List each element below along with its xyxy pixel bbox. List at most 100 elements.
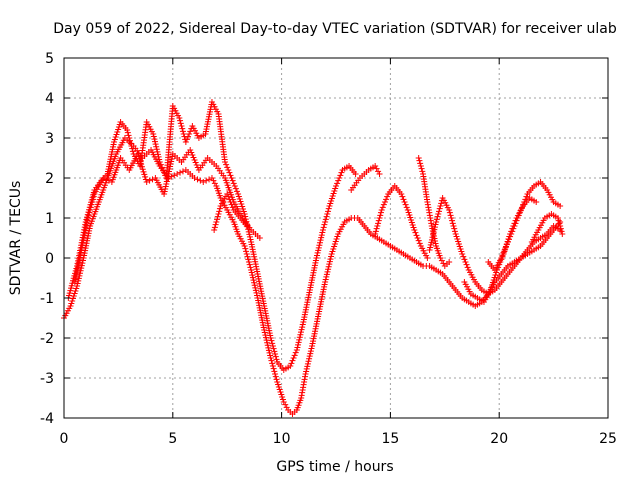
data-point	[352, 171, 359, 177]
data-point	[333, 183, 339, 189]
data-point-interp	[156, 156, 163, 163]
data-point	[256, 235, 263, 241]
data-point-interp	[253, 289, 260, 296]
data-point-interp	[323, 273, 330, 280]
data-point	[211, 227, 218, 233]
data-point-interp	[229, 177, 236, 184]
data-point	[415, 155, 422, 161]
data-point-interp	[337, 172, 344, 179]
data-point-interp	[269, 363, 276, 369]
data-point-interp	[305, 358, 312, 365]
data-point-interp	[414, 235, 421, 241]
data-point-interp	[450, 223, 457, 229]
data-point	[372, 163, 379, 169]
data-point-interp	[77, 244, 84, 251]
data-point-interp	[462, 259, 469, 265]
data-point-interp	[373, 225, 380, 232]
data-point-interp	[417, 160, 424, 167]
data-point-interp	[183, 136, 190, 143]
data-point-interp	[246, 233, 253, 240]
data-point-interp	[372, 228, 379, 235]
data-point-interp	[261, 329, 268, 336]
data-point-interp	[435, 211, 442, 217]
data-point-interp	[245, 256, 252, 263]
data-point-interp	[177, 169, 184, 176]
data-point-interp	[268, 357, 275, 364]
data-point	[224, 191, 231, 197]
data-point-interp	[307, 350, 314, 357]
data-point	[372, 231, 379, 237]
data-point-interp	[558, 228, 565, 235]
data-point-interp	[272, 373, 279, 380]
data-point-interp	[226, 196, 233, 203]
data-point-interp	[451, 225, 458, 232]
data-point-interp	[82, 221, 89, 228]
data-point-interp	[523, 193, 530, 200]
data-point-interp	[79, 237, 86, 244]
data-point-interp	[400, 196, 407, 203]
data-point-interp	[437, 203, 444, 209]
data-point-interp	[231, 183, 238, 189]
data-point	[200, 179, 207, 185]
data-point-interp	[194, 176, 201, 183]
data-series	[348, 163, 383, 193]
data-point-interp	[230, 180, 237, 187]
data-point-interp	[243, 248, 250, 255]
data-point-interp	[328, 253, 335, 260]
x-axis-label: GPS time / hours	[276, 459, 393, 475]
data-point	[241, 211, 248, 217]
data-point-interp	[127, 140, 134, 147]
data-point-interp	[225, 193, 232, 200]
data-point-interp	[152, 141, 159, 148]
data-point	[124, 127, 131, 133]
data-point-interp	[299, 321, 306, 328]
data-point	[261, 327, 268, 333]
data-point	[222, 159, 229, 165]
data-point-interp	[497, 259, 504, 265]
data-point-interp	[136, 156, 143, 163]
data-point-interp	[338, 169, 345, 176]
data-point-interp	[74, 260, 81, 267]
data-point-interp	[128, 143, 135, 149]
data-point-interp	[185, 133, 192, 140]
data-point-interp	[412, 229, 419, 236]
data-point-interp	[448, 215, 455, 221]
data-point-interp	[157, 161, 164, 168]
data-point-interp	[178, 123, 185, 129]
y-tick-label: 4	[45, 91, 54, 107]
data-point-interp	[428, 236, 435, 243]
y-tick-label: 1	[45, 211, 54, 227]
x-tick-label: 20	[490, 431, 508, 447]
data-point	[557, 203, 564, 209]
data-point-interp	[269, 340, 276, 347]
data-point-interp	[384, 193, 391, 200]
data-point-interp	[268, 337, 275, 344]
data-point-interp	[335, 177, 342, 184]
data-point-interp	[427, 241, 434, 248]
data-point-interp	[428, 239, 435, 246]
y-tick-label: -1	[40, 291, 54, 307]
data-point-interp	[186, 131, 193, 137]
data-point-interp	[229, 204, 236, 211]
data-point-interp	[315, 244, 322, 251]
data-point-interp	[323, 271, 330, 278]
data-point	[433, 219, 440, 225]
data-point-interp	[76, 272, 83, 279]
data-point-interp	[498, 256, 505, 263]
data-point-interp	[375, 217, 382, 224]
data-point-interp	[74, 280, 81, 287]
data-point	[267, 335, 274, 341]
data-point-interp	[206, 176, 213, 183]
data-point-interp	[227, 172, 234, 179]
data-point-interp	[419, 168, 426, 175]
data-point-interp	[436, 205, 443, 212]
data-point-interp	[248, 269, 255, 276]
data-point	[74, 283, 81, 289]
data-point-interp	[430, 231, 437, 238]
data-point-interp	[270, 365, 277, 372]
data-point-interp	[246, 231, 253, 238]
data-point-interp	[247, 264, 254, 271]
plot-frame	[63, 57, 609, 419]
data-point-interp	[232, 185, 239, 192]
data-point-interp	[151, 138, 158, 145]
